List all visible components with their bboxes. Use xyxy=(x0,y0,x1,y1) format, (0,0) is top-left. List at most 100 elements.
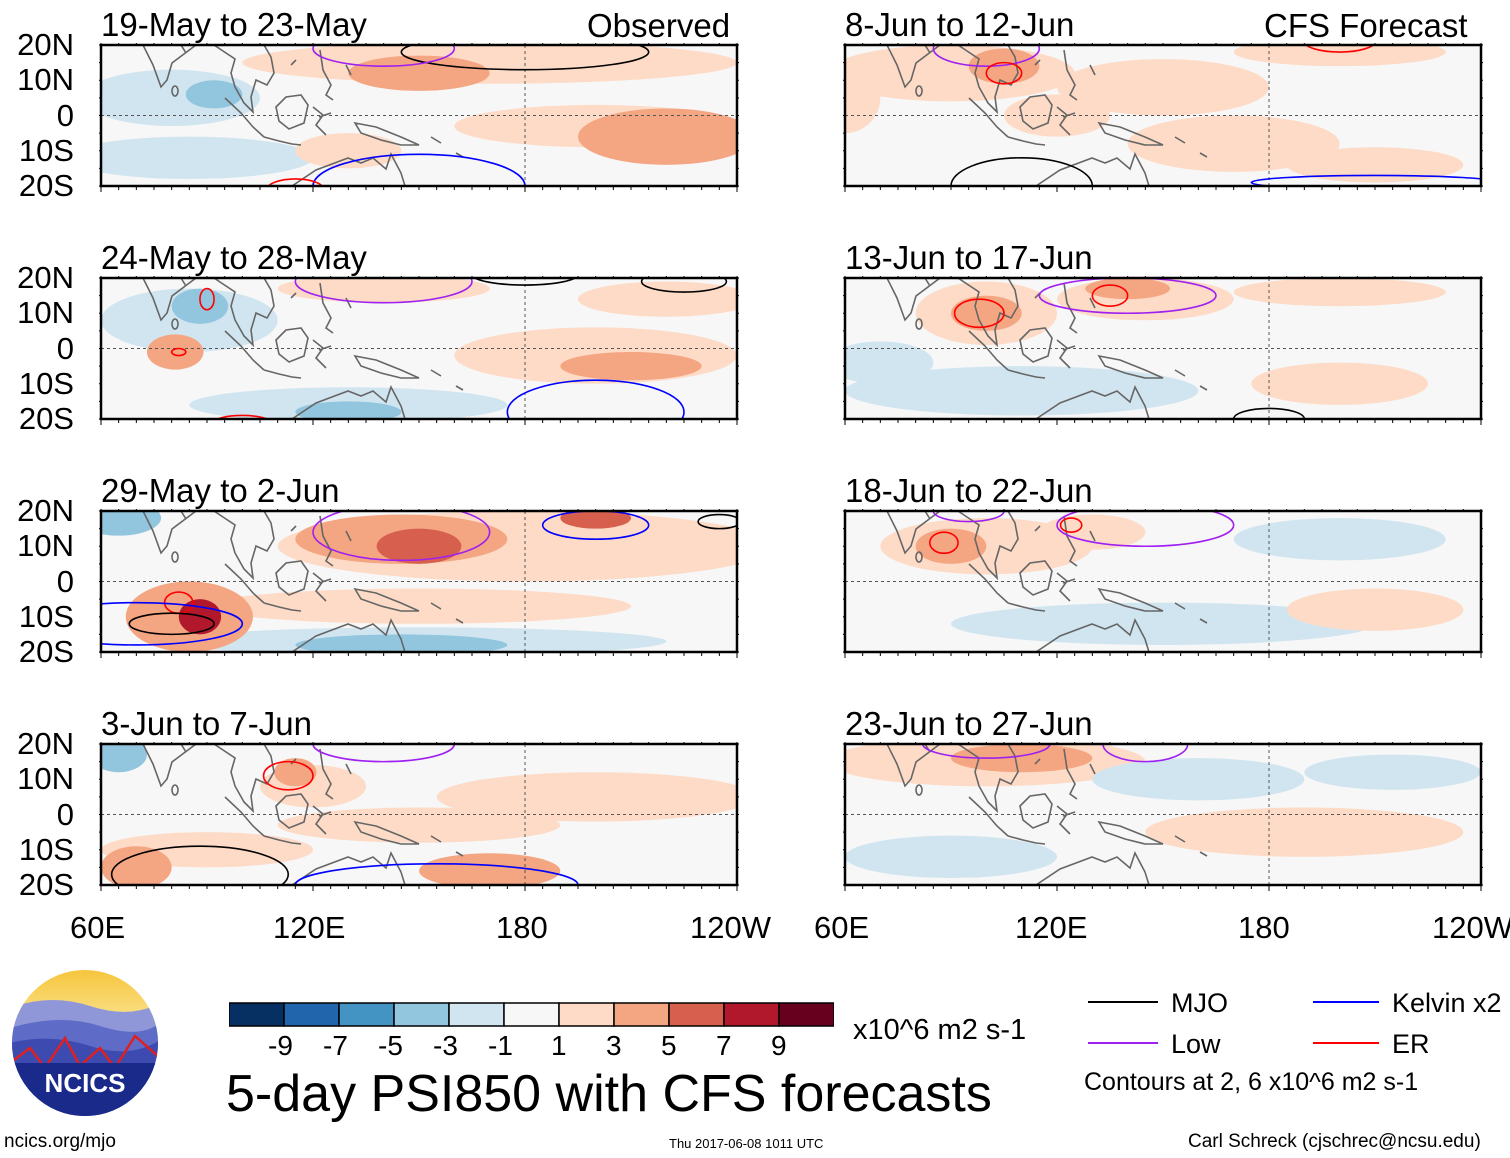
anomaly-region xyxy=(560,352,702,381)
colorbar-tick-label: -3 xyxy=(433,1030,458,1061)
map-panel-observed xyxy=(99,742,739,891)
colorbar-swatch xyxy=(613,1002,670,1027)
colorbar-swatch xyxy=(338,1002,395,1027)
anomaly-region xyxy=(1304,754,1481,790)
contour-low xyxy=(312,744,456,763)
anomaly-region xyxy=(1233,278,1446,307)
anomaly-region xyxy=(560,511,631,529)
contour-kelvin xyxy=(506,379,685,419)
contour-er xyxy=(929,531,959,555)
anomaly-region xyxy=(845,835,1057,878)
panel-title: 19-May to 23-May xyxy=(101,6,367,43)
anomaly-region xyxy=(101,136,313,179)
anomaly-region xyxy=(1251,362,1428,405)
map-panel-observed xyxy=(99,43,739,192)
logo-text: NCICS xyxy=(45,1068,126,1098)
contour-mjo xyxy=(473,278,577,286)
anomaly-region xyxy=(1233,518,1446,561)
anomaly-region xyxy=(436,772,737,822)
colorbar-swatch xyxy=(283,1002,340,1027)
contour-er xyxy=(985,61,1023,85)
anomaly-region xyxy=(845,341,934,384)
colorbar-tick-label: -7 xyxy=(323,1030,348,1061)
anomaly-region xyxy=(845,366,1199,416)
lat-label: 20N xyxy=(17,260,74,295)
contour-low xyxy=(932,45,1041,67)
colorbar-swatch xyxy=(503,1002,560,1027)
colorbar-swatch xyxy=(723,1002,780,1027)
anomaly-region xyxy=(915,528,987,564)
colorbar-tick-label: 1 xyxy=(551,1030,567,1061)
anomaly-region xyxy=(242,45,737,84)
contour-er xyxy=(953,298,1005,329)
ncics-logo: NCICS xyxy=(10,968,160,1123)
panel-title: 23-Jun to 27-Jun xyxy=(845,705,1093,742)
contour-er xyxy=(1305,45,1375,53)
contour-low xyxy=(1102,744,1189,763)
contour-mjo xyxy=(128,612,215,636)
contour-low xyxy=(932,511,1005,523)
contour-low xyxy=(312,45,456,67)
colorbar-swatch xyxy=(668,1002,725,1027)
colorbar-tick-label: 7 xyxy=(716,1030,732,1061)
lon-label-120w-left: 120W xyxy=(690,910,771,945)
contour-kelvin xyxy=(1250,174,1481,186)
anomaly-region xyxy=(578,281,737,317)
anomaly-region xyxy=(951,295,1022,331)
colorbar-tick-label: 5 xyxy=(661,1030,677,1061)
contour-er xyxy=(1091,284,1129,307)
legend-line-kelvin xyxy=(1313,1001,1379,1003)
colorbar-swatch xyxy=(228,1002,285,1027)
colorbar-swatch xyxy=(778,1002,835,1027)
anomaly-region xyxy=(277,807,561,843)
contour-kelvin xyxy=(541,511,650,540)
forecast-label: CFS Forecast xyxy=(1264,7,1468,44)
colorbar xyxy=(228,1002,835,1033)
anomaly-region xyxy=(295,401,402,419)
lat-label: 0 xyxy=(56,97,74,133)
contour-mjo xyxy=(110,845,290,885)
colorbar-tick-label: -1 xyxy=(488,1030,513,1061)
anomaly-region xyxy=(1286,588,1464,631)
anomaly-region xyxy=(951,744,1093,773)
site-link[interactable]: ncics.org/mjo xyxy=(4,1131,116,1152)
lat-label: 10S xyxy=(18,365,74,401)
anomaly-region xyxy=(348,55,490,91)
panel-title: 13-Jun to 17-Jun xyxy=(845,239,1093,276)
lat-label: 10N xyxy=(17,295,74,331)
anomaly-region xyxy=(1057,59,1269,116)
legend-line-low xyxy=(1088,1042,1158,1044)
legend-label-er: ER xyxy=(1392,1029,1430,1059)
legend-note: Contours at 2, 6 x10^6 m2 s-1 xyxy=(1084,1068,1419,1096)
panel-title: 18-Jun to 22-Jun xyxy=(845,472,1093,509)
lat-label: 0 xyxy=(56,330,74,366)
colorbar-tick-label: 3 xyxy=(606,1030,622,1061)
contour-low xyxy=(921,744,1051,759)
map-panel-forecast xyxy=(843,509,1483,658)
colorbar-swatch xyxy=(448,1002,505,1027)
lon-label-120e-left: 120E xyxy=(273,910,346,945)
panel-title: 8-Jun to 12-Jun xyxy=(845,6,1075,43)
anomaly-region xyxy=(101,744,147,773)
colorbar-units: x10^6 m2 s-1 xyxy=(853,1014,1027,1046)
legend-line-er xyxy=(1313,1042,1379,1044)
map-panel-forecast xyxy=(843,742,1483,891)
lat-label: 10N xyxy=(17,761,74,797)
anomaly-region xyxy=(1145,807,1464,857)
anomaly-region xyxy=(1233,45,1446,67)
lat-label: 20N xyxy=(17,27,74,62)
map-panel-observed xyxy=(99,276,739,425)
anomaly-region xyxy=(1085,278,1171,300)
anomaly-region xyxy=(1127,115,1340,172)
contour-low xyxy=(1056,511,1235,548)
anomaly-region xyxy=(1092,758,1305,801)
lat-label: 20S xyxy=(18,634,74,669)
observed-label: Observed xyxy=(587,7,731,44)
contour-mjo xyxy=(950,157,1094,186)
contour-er xyxy=(267,178,324,186)
contour-mjo xyxy=(640,278,728,293)
contour-mjo xyxy=(400,45,650,71)
lat-label: 20S xyxy=(18,401,74,436)
anomaly-region xyxy=(207,588,631,624)
lat-label: 10S xyxy=(18,831,74,867)
